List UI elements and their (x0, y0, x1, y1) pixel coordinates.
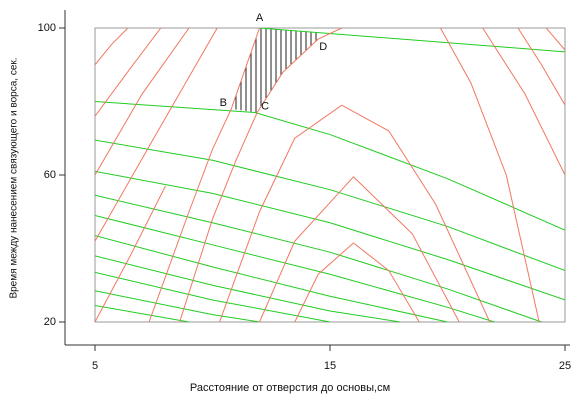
curve (95, 194, 542, 322)
curve (95, 290, 260, 322)
curve (179, 28, 540, 322)
curve (95, 271, 331, 322)
curve (517, 28, 565, 106)
curve (259, 176, 460, 322)
x-tick-label: 5 (92, 360, 98, 372)
curve (259, 28, 565, 53)
y-tick-label: 20 (44, 316, 56, 328)
curve (95, 28, 162, 117)
curve (482, 28, 565, 176)
curve (95, 304, 190, 322)
y-axis-title: Время между нанесением связующего и ворс… (9, 57, 20, 298)
curve (95, 255, 401, 322)
curve (95, 101, 565, 231)
curve (95, 170, 565, 301)
y-tick-label: 60 (44, 169, 56, 181)
x-tick-label: 15 (324, 360, 336, 372)
point-label: B (220, 97, 227, 109)
curve (95, 139, 565, 272)
curve (95, 28, 218, 242)
curve (545, 28, 565, 51)
curve (95, 185, 166, 322)
point-label: D (319, 41, 327, 53)
curve (148, 28, 260, 322)
curve (95, 28, 129, 66)
curve (95, 235, 448, 322)
curves (95, 28, 565, 322)
hatch-region (231, 28, 319, 113)
curve (95, 214, 495, 322)
point-label: C (261, 100, 269, 112)
point-label: A (256, 12, 264, 24)
curve (294, 242, 420, 322)
x-axis-title: Расстояние от отверстия до основы,см (190, 382, 390, 394)
x-tick-label: 25 (559, 360, 571, 372)
y-tick-label: 100 (38, 22, 56, 34)
curve (95, 28, 190, 176)
curve (219, 104, 491, 322)
